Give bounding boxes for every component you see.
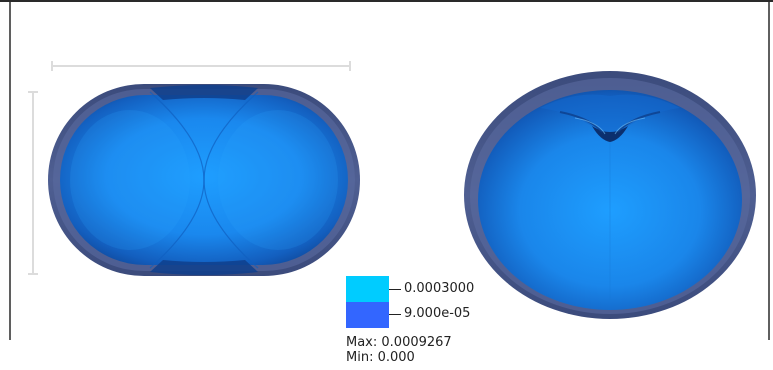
max-stat: Max: 0.0009267	[346, 336, 452, 350]
legend-tick-low	[389, 314, 401, 315]
min-stat: Min: 0.000	[346, 351, 415, 365]
right-blob-mesh	[464, 71, 756, 319]
legend-swatch-low	[346, 302, 389, 328]
legend-label-low: 9.000e-05	[404, 306, 470, 322]
max-value: 0.0009267	[381, 335, 451, 350]
legend-label-high: 0.0003000	[404, 281, 474, 297]
min-value: 0.000	[378, 350, 415, 365]
legend-swatch-high	[346, 276, 389, 302]
horizontal-ruler	[52, 61, 350, 71]
vertical-ruler	[28, 92, 38, 274]
min-label: Min:	[346, 350, 373, 365]
max-label: Max:	[346, 335, 377, 350]
legend-tick-high	[389, 289, 401, 290]
left-capsule-mesh	[48, 84, 360, 276]
